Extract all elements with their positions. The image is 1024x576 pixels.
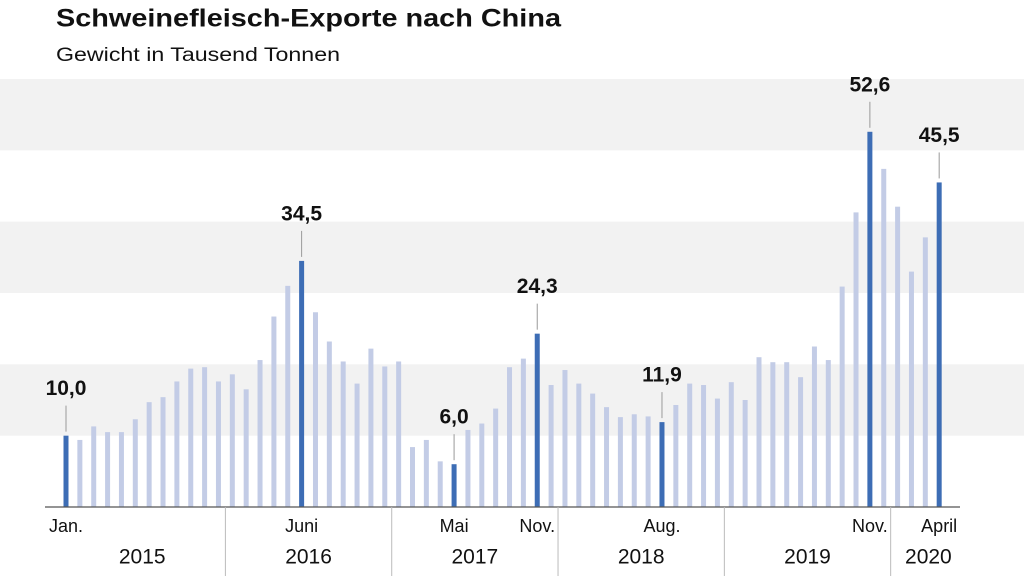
bar xyxy=(132,419,138,507)
bar xyxy=(312,312,318,507)
x-tick-label: Jan. xyxy=(49,516,83,536)
bar xyxy=(798,377,804,507)
bar xyxy=(617,417,623,507)
bar xyxy=(215,381,221,507)
bar xyxy=(590,393,596,507)
bar xyxy=(853,212,859,508)
bar xyxy=(811,346,817,507)
chart-title: Schweinefleisch-Exporte nach China xyxy=(56,5,562,33)
x-tick-label: April xyxy=(921,516,957,536)
bar xyxy=(160,397,166,507)
bar xyxy=(451,464,457,507)
bar xyxy=(825,360,831,507)
bar xyxy=(368,348,374,507)
bar xyxy=(908,271,914,507)
value-label: 34,5 xyxy=(281,202,322,225)
bar xyxy=(562,370,568,507)
year-label: 2017 xyxy=(452,546,499,569)
bar xyxy=(507,367,513,507)
bar xyxy=(118,432,124,507)
bar xyxy=(604,407,610,507)
bar xyxy=(285,285,291,507)
x-tick-label: Mai xyxy=(440,516,469,536)
bar xyxy=(701,385,707,507)
bar xyxy=(673,404,679,507)
bar xyxy=(229,374,235,507)
bar xyxy=(936,182,942,507)
bar xyxy=(91,426,97,507)
bar xyxy=(881,168,887,507)
bar xyxy=(520,358,526,507)
bar xyxy=(146,402,152,507)
bar xyxy=(756,357,762,507)
bar xyxy=(631,414,637,507)
bar xyxy=(340,361,346,507)
value-label: 11,9 xyxy=(642,364,682,387)
bar xyxy=(534,333,540,507)
bar xyxy=(354,383,360,507)
bar xyxy=(271,316,277,507)
value-label: 45,5 xyxy=(919,124,960,147)
value-label: 6,0 xyxy=(439,406,468,429)
chart-subtitle: Gewicht in Tausend Tonnen xyxy=(56,45,340,66)
bar xyxy=(493,408,499,507)
bar xyxy=(105,432,111,507)
x-tick-label: Aug. xyxy=(643,516,680,536)
bar xyxy=(728,382,734,507)
bar xyxy=(895,206,901,508)
bar xyxy=(437,461,443,507)
x-tick-label: Nov. xyxy=(852,516,888,536)
bar xyxy=(687,383,693,507)
grid-band xyxy=(0,79,1024,151)
bar xyxy=(465,429,471,507)
bar xyxy=(63,435,69,507)
bar xyxy=(202,367,208,507)
x-tick-label: Nov. xyxy=(519,516,555,536)
bar xyxy=(299,260,305,507)
bar xyxy=(742,400,748,507)
bar xyxy=(922,237,928,508)
year-label: 2015 xyxy=(119,546,166,569)
bar xyxy=(659,422,665,507)
bar xyxy=(243,389,249,507)
bar xyxy=(410,447,415,507)
bar xyxy=(423,439,429,507)
year-label: 2019 xyxy=(784,546,831,569)
bar xyxy=(479,423,485,507)
bar xyxy=(645,416,651,507)
bar xyxy=(77,439,83,507)
bar xyxy=(839,286,845,507)
year-label: 2020 xyxy=(905,546,952,569)
bar xyxy=(784,362,790,507)
bar xyxy=(326,341,332,507)
bar xyxy=(770,362,776,507)
bar xyxy=(548,385,554,507)
bar xyxy=(257,360,263,507)
grid-band xyxy=(0,221,1024,293)
x-tick-label: Juni xyxy=(285,516,318,536)
year-label: 2016 xyxy=(285,546,332,569)
bar xyxy=(714,398,720,507)
value-label: 52,6 xyxy=(849,73,890,96)
year-label: 2018 xyxy=(618,546,665,569)
bar xyxy=(174,381,180,507)
value-label: 24,3 xyxy=(517,275,558,298)
bar xyxy=(867,131,873,507)
bar xyxy=(576,383,582,507)
bar xyxy=(188,368,194,507)
bar xyxy=(382,366,388,507)
bar xyxy=(396,361,402,507)
value-label: 10,0 xyxy=(46,377,87,400)
